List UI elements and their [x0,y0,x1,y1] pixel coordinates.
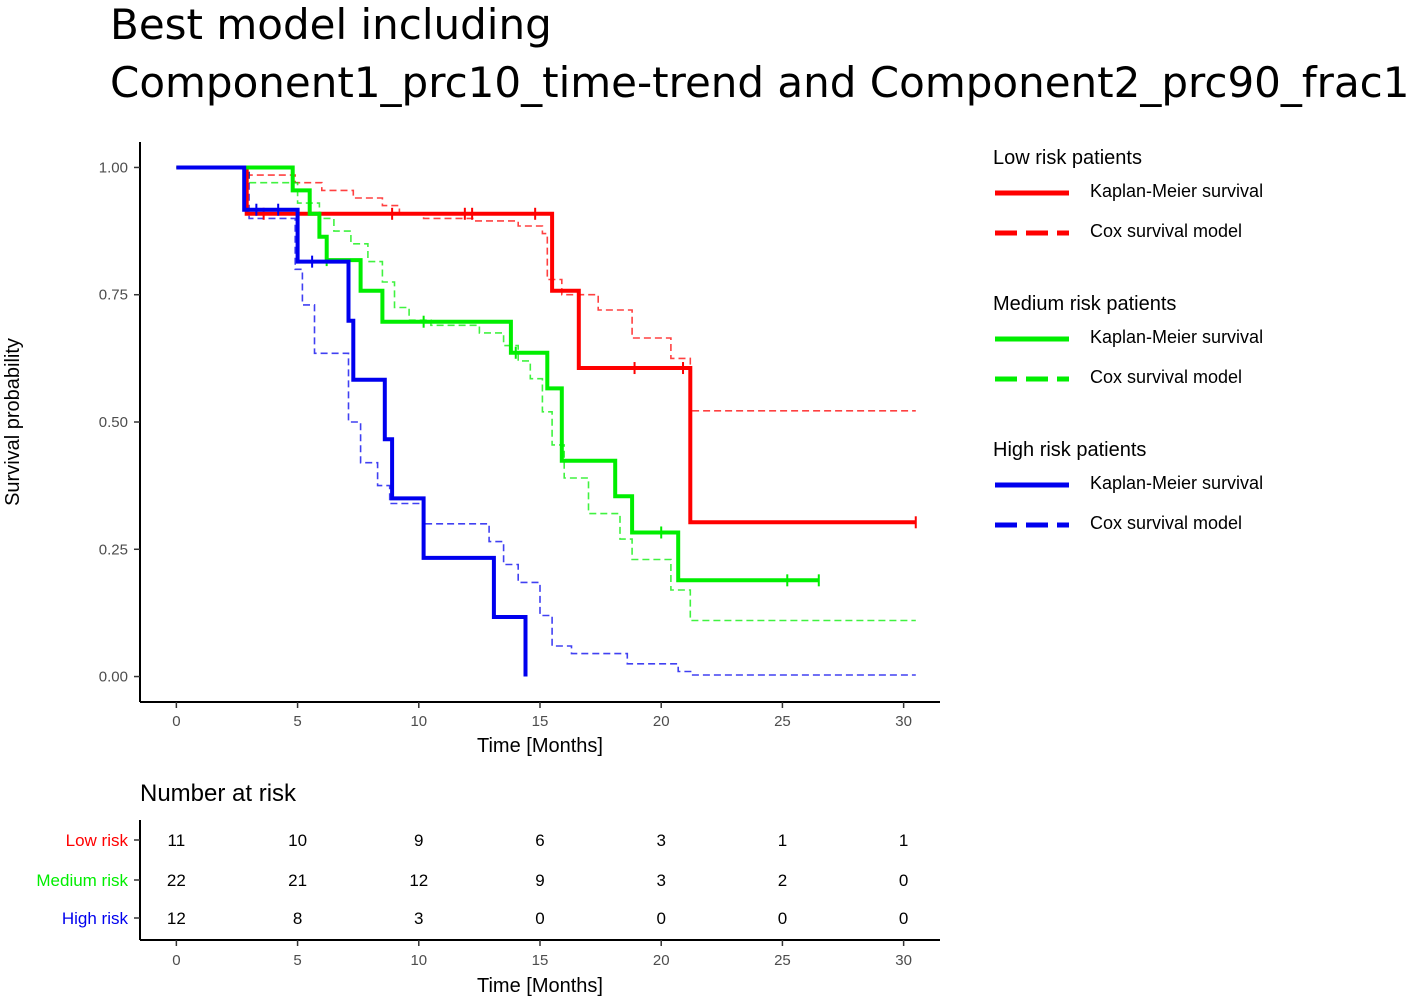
high-risk-cox-line [176,166,916,676]
x-tick-label: 30 [895,713,912,730]
risk-count-low: 6 [535,831,544,850]
risk-row-label-medium: Medium risk [36,871,128,890]
legend-low-cox-label: Cox survival model [1090,221,1242,241]
y-tick-label: 0.50 [99,414,128,431]
risk-count-medium: 0 [899,871,908,890]
y-axis-title: Survival probability [2,338,24,506]
risk-count-low: 11 [168,831,186,850]
medium-risk-cox-line [176,166,916,622]
legend-medium-km-label: Kaplan-Meier survival [1090,327,1263,347]
y-tick-label: 0.00 [99,669,128,686]
risk-count-medium: 12 [409,871,428,890]
risk-x-tick-label: 5 [293,952,301,969]
low-risk-km-line [176,165,916,525]
legend-low-title: Low risk patients [993,147,1142,169]
risk-count-high: 0 [899,909,908,928]
risk-count-high: 0 [535,909,544,928]
legend-low-km-label: Kaplan-Meier survival [1090,181,1263,201]
y-tick-label: 1.00 [99,159,128,176]
risk-count-medium: 21 [288,871,307,890]
legend-medium-title: Medium risk patients [993,293,1176,315]
y-tick-label: 0.25 [99,541,128,558]
risk-count-medium: 3 [656,871,665,890]
risk-count-high: 8 [293,909,302,928]
risk-table-title: Number at risk [140,780,297,807]
risk-x-tick-label: 15 [532,952,549,969]
risk-x-tick-label: 25 [774,952,791,969]
x-tick-label: 0 [172,713,180,730]
x-tick-label: 10 [410,713,427,730]
risk-count-medium: 22 [167,871,186,890]
risk-row-label-low: Low risk [66,831,129,850]
legend-high-km-label: Kaplan-Meier survival [1090,473,1263,493]
risk-row-label-high: High risk [62,909,129,928]
risk-count-low: 1 [778,831,787,850]
x-tick-label: 20 [653,713,670,730]
risk-count-high: 0 [778,909,787,928]
risk-count-low: 1 [899,831,908,850]
legend-high-title: High risk patients [993,439,1146,461]
risk-count-low: 3 [656,831,665,850]
legend-medium-cox-label: Cox survival model [1090,367,1242,387]
risk-x-tick-label: 30 [895,952,912,969]
risk-count-high: 0 [656,909,665,928]
risk-count-medium: 9 [535,871,544,890]
legend-high-cox-label: Cox survival model [1090,513,1242,533]
x-tick-label: 25 [774,713,791,730]
y-tick-label: 0.75 [99,287,128,304]
risk-count-low: 9 [414,831,423,850]
legend: Low risk patients Kaplan-Meier survival Co… [993,147,1263,533]
survival-plot-area: 0.00 0.25 0.50 0.75 1.00 0 5 10 15 20 25 30 Time [Mo… [2,142,940,757]
x-tick-label: 15 [532,713,549,730]
risk-count-low: 10 [288,831,307,850]
risk-x-tick-label: 20 [653,952,670,969]
chart-title-line-1: Best model including [110,0,552,49]
risk-count-high: 3 [414,909,423,928]
risk-x-tick-label: 0 [172,952,180,969]
risk-count-high: 12 [167,909,186,928]
chart-title-line-2: Component1_prc10_time-trend and Componen… [110,58,1410,107]
risk-x-tick-label: 10 [410,952,427,969]
high-risk-km-line [176,165,528,677]
risk-table-x-axis-title: Time [Months] [477,975,603,997]
medium-risk-km-line [176,165,819,583]
x-axis-title: Time [Months] [477,735,603,757]
risk-count-medium: 2 [778,871,787,890]
x-tick-label: 5 [293,713,301,730]
